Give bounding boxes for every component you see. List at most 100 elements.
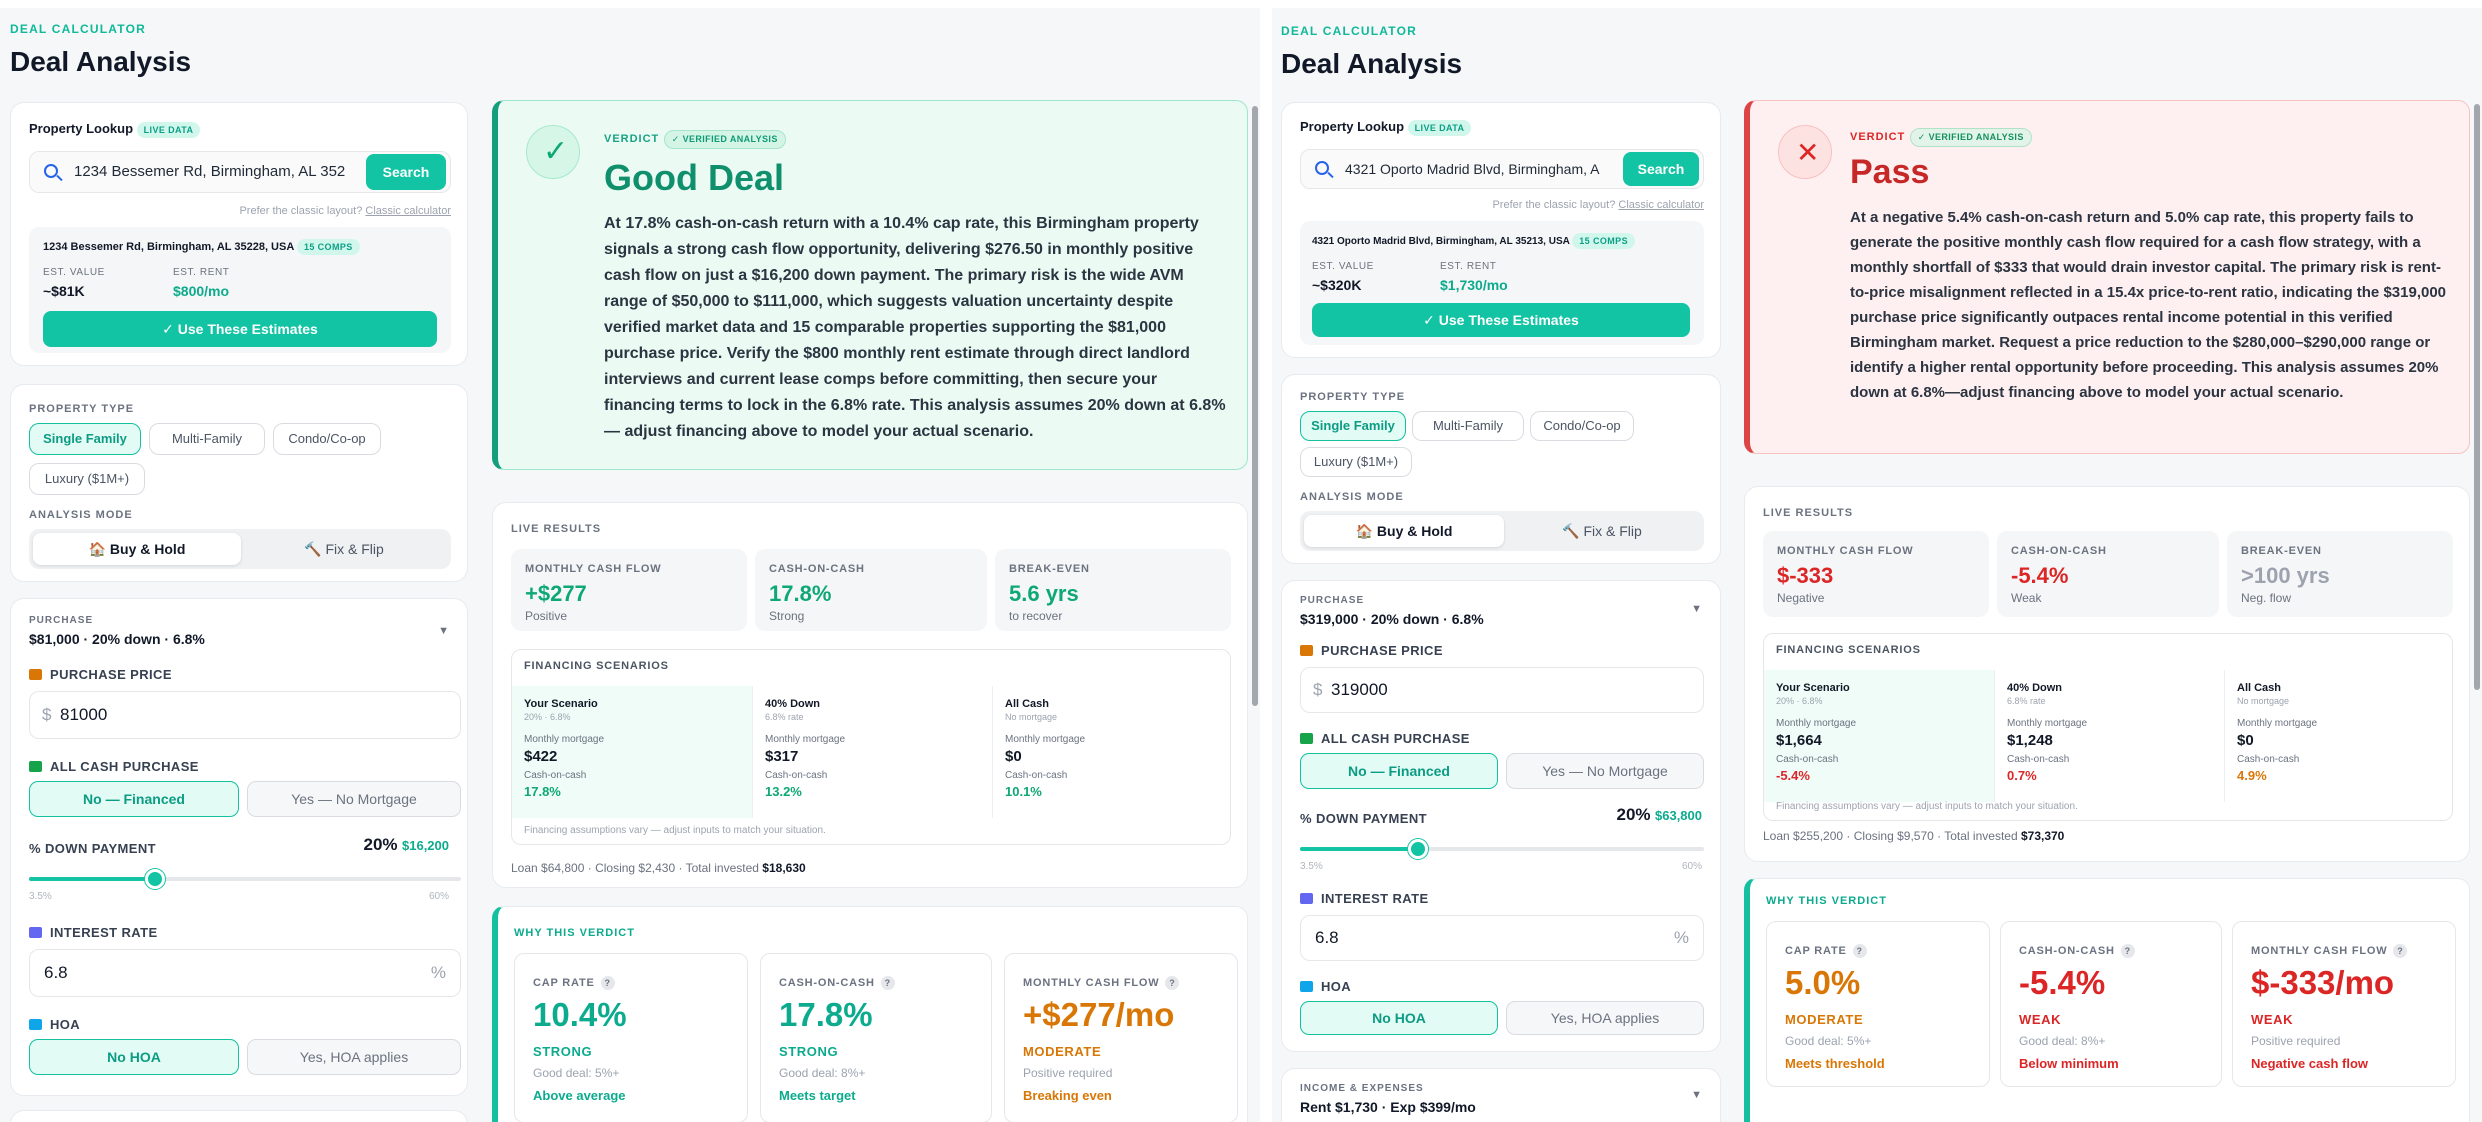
help-icon[interactable]: ? [2393,944,2408,958]
verdict-title: Good Deal [604,157,785,198]
search-icon [44,164,58,178]
scenario-40-down[interactable]: 40% Down 6.8% rate Monthly mortgage $317 C… [752,686,992,818]
slider-min: 3.5% [1300,861,1323,872]
cash-icon [29,761,42,772]
live-results-label: LIVE RESULTS [511,523,602,535]
purchase-summary: $81,000 · 20% down · 6.8% [29,631,205,647]
scenario-all-cash[interactable]: All Cash No mortgage Monthly mortgage $0 C… [2224,670,2452,802]
financed-option[interactable]: No — Financed [1300,753,1498,789]
checkmark-icon: ✓ [526,125,580,179]
scrollbar[interactable] [1252,106,1258,706]
mode-buy-hold[interactable]: 🏠 Buy & Hold [1304,515,1504,547]
chip-single-family[interactable]: Single Family [1300,411,1406,441]
property-type-label: PROPERTY TYPE [1300,391,1406,403]
hoa-applies-option[interactable]: Yes, HOA applies [1506,1001,1704,1035]
all-cash-label: ALL CASH PURCHASE [50,759,199,774]
total-invested: $73,370 [2020,829,2065,843]
no-mortgage-option[interactable]: Yes — No Mortgage [247,781,461,817]
verdict-label: VERDICT [1850,131,1906,143]
chip-multi-family[interactable]: Multi-Family [1412,411,1524,441]
estimate-box: 1234 Bessemer Rd, Birmingham, AL 35228, … [29,227,451,353]
est-rent-label: EST. RENT [173,267,230,278]
est-value-label: EST. VALUE [1312,261,1374,272]
financed-option[interactable]: No — Financed [29,781,239,817]
mode-buy-hold[interactable]: 🏠 Buy & Hold [33,533,241,565]
cash-icon [1300,733,1313,744]
classic-hint: Prefer the classic layout? Classic calcu… [239,205,451,217]
chevron-down-icon[interactable]: ▼ [1691,1089,1702,1101]
chip-luxury[interactable]: Luxury ($1M+) [1300,447,1412,477]
chevron-down-icon[interactable]: ▼ [1691,603,1702,615]
comps-badge: 15 COMPS [296,239,360,255]
scenario-your[interactable]: Your Scenario 20% · 6.8% Monthly mortgage… [1764,670,1994,802]
down-payment-slider[interactable] [1300,839,1704,859]
purchase-price-label: PURCHASE PRICE [1321,643,1443,658]
help-icon[interactable]: ? [2120,944,2135,958]
scrollbar[interactable] [2474,104,2480,690]
use-estimates-button[interactable]: ✓ Use These Estimates [1312,303,1690,337]
address-search-input[interactable]: 4321 Oporto Madrid Blvd, Birmingham, A S… [1300,149,1704,189]
hoa-label: HOA [1321,979,1352,994]
est-value-label: EST. VALUE [43,267,105,278]
scenario-40-down[interactable]: 40% Down 6.8% rate Monthly mortgage $1,248… [1994,670,2224,802]
chip-single-family[interactable]: Single Family [29,423,141,455]
interest-rate-value: 6.8 [1315,928,1339,947]
no-mortgage-option[interactable]: Yes — No Mortgage [1506,753,1704,789]
classic-calculator-link[interactable]: Classic calculator [365,205,451,217]
search-button[interactable]: Search [1623,152,1699,186]
chip-luxury[interactable]: Luxury ($1M+) [29,463,145,495]
down-payment-slider[interactable] [29,869,461,889]
analysis-mode-toggle: 🏠 Buy & Hold 🔨 Fix & Flip [1300,511,1704,551]
live-results-label: LIVE RESULTS [1763,507,1854,519]
slider-handle[interactable] [1407,839,1428,859]
income-expenses-card[interactable]: INCOME & EXPENSES Rent $1,730 · Exp $399… [1281,1068,1721,1122]
down-payment-percent: 20% [363,835,398,854]
interest-rate-input[interactable]: 6.8 % [29,949,461,997]
chip-multi-family[interactable]: Multi-Family [149,423,265,455]
property-type-label: PROPERTY TYPE [29,403,135,415]
classic-calculator-link[interactable]: Classic calculator [1618,199,1704,211]
address-search-input[interactable]: 1234 Bessemer Rd, Birmingham, AL 352 Sea… [29,151,451,193]
classic-hint: Prefer the classic layout? Classic calcu… [1492,199,1704,211]
why-monthly-cash-flow: MONTHLY CASH FLOW? +$277/mo MODERATE Pos… [1004,953,1238,1122]
verified-badge: ✓ VERIFIED ANALYSIS [1909,128,2032,147]
no-hoa-option[interactable]: No HOA [29,1039,239,1075]
chevron-down-icon[interactable]: ▼ [438,625,449,637]
estimate-box: 4321 Oporto Madrid Blvd, Birmingham, AL … [1300,221,1704,345]
no-hoa-option[interactable]: No HOA [1300,1001,1498,1035]
search-button[interactable]: Search [366,154,446,190]
help-icon[interactable]: ? [880,976,895,990]
hoa-applies-option[interactable]: Yes, HOA applies [247,1039,461,1075]
chart-icon [29,927,42,938]
chip-condo[interactable]: Condo/Co-op [273,423,381,455]
why-verdict-card: WHY THIS VERDICT CAP RATE? 5.0% MODERATE… [1744,878,2470,1122]
help-icon[interactable]: ? [1852,944,1867,958]
chip-condo[interactable]: Condo/Co-op [1530,411,1634,441]
help-icon[interactable]: ? [1165,976,1180,990]
scenario-your[interactable]: Your Scenario 20% · 6.8% Monthly mortgage… [512,686,752,818]
next-section-card [10,1110,468,1122]
mode-fix-flip[interactable]: 🔨 Fix & Flip [304,541,384,557]
deal-calculator-screen-a: DEAL CALCULATOR Deal Analysis Property L… [0,0,1260,1122]
verdict-text: At 17.8% cash-on-cash return with a 10.4… [604,215,1226,440]
purchase-card: PURCHASE $319,000 · 20% down · 6.8% ▼ PU… [1281,580,1721,1052]
why-cash-on-cash: CASH-ON-CASH? -5.4% WEAK Good deal: 8%+ … [2000,921,2222,1087]
scenario-all-cash[interactable]: All Cash No mortgage Monthly mortgage $0 C… [992,686,1230,818]
interest-rate-input[interactable]: 6.8 % [1300,915,1704,961]
financing-scenarios: FINANCING SCENARIOS Your Scenario 20% · 6… [1763,633,2453,821]
purchase-label: PURCHASE [1300,595,1365,606]
use-estimates-button[interactable]: ✓ Use These Estimates [43,311,437,347]
live-data-badge: LIVE DATA [136,122,201,138]
mode-fix-flip[interactable]: 🔨 Fix & Flip [1562,523,1642,539]
lookup-title: Property Lookup [1300,119,1405,134]
found-address: 4321 Oporto Madrid Blvd, Birmingham, AL … [1312,236,1570,247]
est-rent: $800/mo [173,283,230,299]
purchase-price-input[interactable]: $ 319000 [1300,667,1704,713]
currency-symbol: $ [1313,680,1323,699]
live-data-badge: LIVE DATA [1407,120,1472,136]
live-results-card: LIVE RESULTS MONTHLY CASH FLOW +$277 Pos… [492,502,1248,888]
purchase-price-input[interactable]: $ 81000 [29,691,461,739]
verdict-title: Pass [1850,153,1930,191]
slider-handle[interactable] [145,869,166,889]
help-icon[interactable]: ? [600,976,615,990]
